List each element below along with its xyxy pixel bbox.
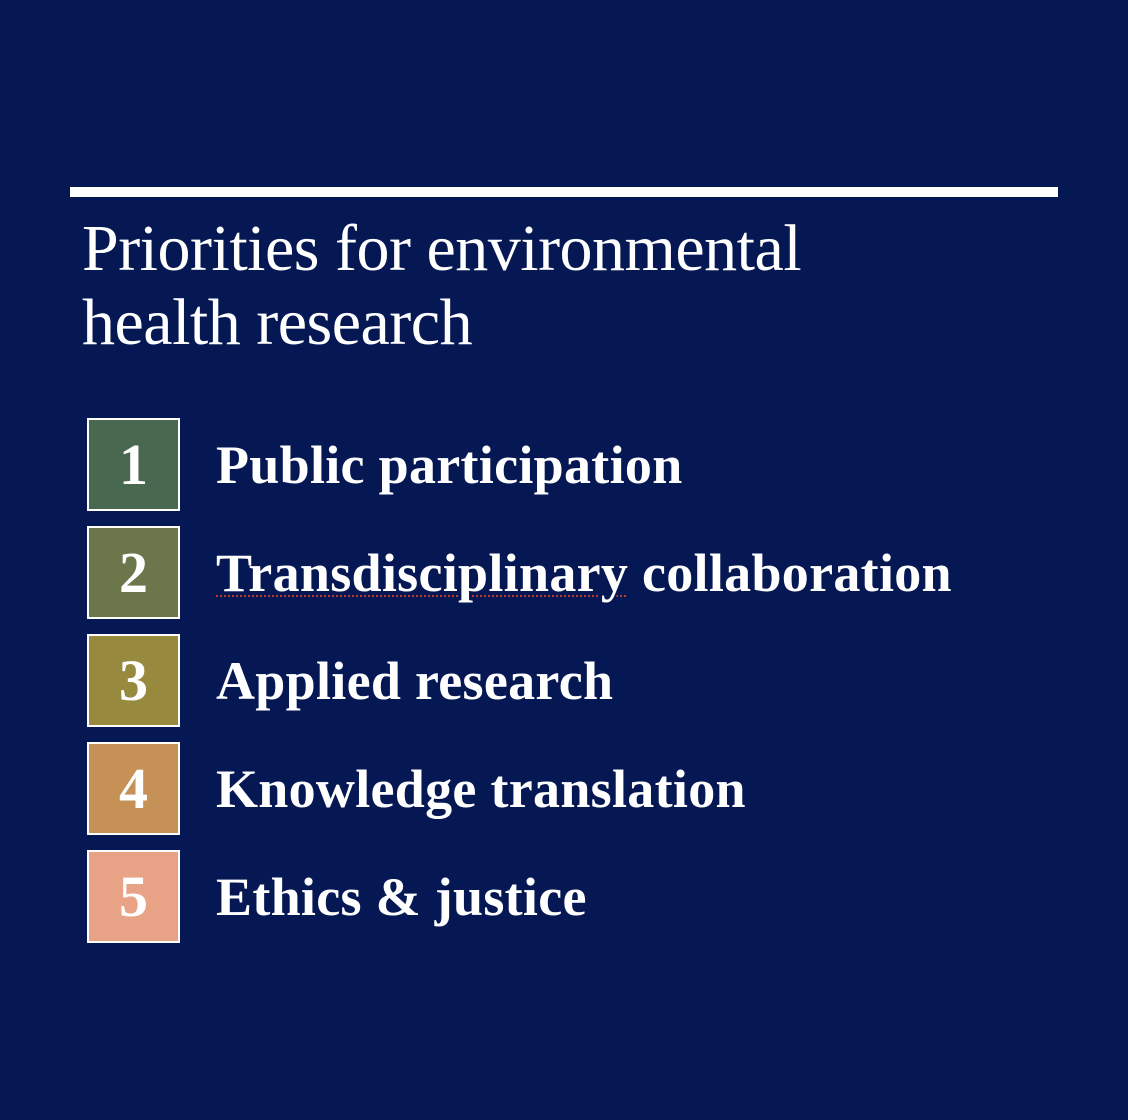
priority-number-badge: 4	[87, 742, 180, 835]
priority-label: Ethics & justice	[216, 866, 587, 927]
title-divider	[70, 187, 1058, 197]
priority-number-badge: 3	[87, 634, 180, 727]
priority-item-2: 2 Transdisciplinary collaboration	[87, 526, 952, 619]
priority-item-1: 1 Public participation	[87, 418, 952, 511]
priority-item-5: 5 Ethics & justice	[87, 850, 952, 943]
priority-item-4: 4 Knowledge translation	[87, 742, 952, 835]
priority-number-badge: 2	[87, 526, 180, 619]
priority-label-rest: collaboration	[628, 542, 952, 603]
priority-number-badge: 5	[87, 850, 180, 943]
title-line-2: health research	[82, 286, 473, 359]
priority-label: Public participation	[216, 434, 683, 495]
priority-item-3: 3 Applied research	[87, 634, 952, 727]
priority-list: 1 Public participation 2 Transdisciplina…	[87, 418, 952, 958]
priority-label: Applied research	[216, 650, 614, 711]
page-title: Priorities for environmental health rese…	[82, 212, 1042, 360]
priority-label-word-spellcheck: Transdisciplinary	[216, 542, 629, 603]
priority-label: Transdisciplinary collaboration	[216, 546, 952, 600]
title-line-1: Priorities for environmental	[82, 212, 802, 285]
priority-number-badge: 1	[87, 418, 180, 511]
priority-label: Knowledge translation	[216, 758, 746, 819]
